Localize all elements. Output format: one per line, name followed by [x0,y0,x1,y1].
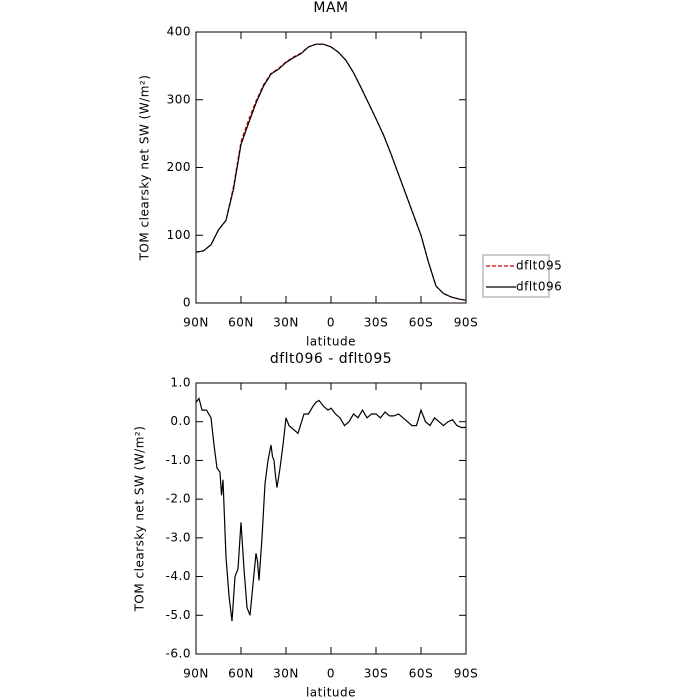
plot-frame [195,382,467,655]
y-tick-label: -4.0 [166,569,191,583]
legend-box [482,254,550,298]
x-tick-label: 90N [183,667,209,681]
x-tick-label: 30N [273,316,299,330]
y-tick-label: 200 [167,160,191,174]
y-tick-label: 300 [167,92,191,106]
chart-title: MAM [313,0,348,16]
y-tick-label: -2.0 [166,492,191,506]
plot-frame [195,31,467,304]
y-axis-label: TOM clearsky net SW (W/m²) [133,426,147,613]
x-tick-label: 60N [228,667,254,681]
x-tick-label: 0 [327,667,335,681]
y-tick-label: 0.0 [170,414,191,428]
y-tick-label: -6.0 [166,647,191,661]
x-axis-label: latitude [306,335,356,349]
data-line [195,43,467,301]
x-tick-label: 60S [409,667,433,681]
y-tick-label: -1.0 [166,453,191,467]
legend-label: dflt096 [516,280,562,294]
x-tick-label: 30S [364,316,388,330]
y-tick-label: -3.0 [166,530,191,544]
legend-label: dflt095 [516,259,562,273]
chart-title: dflt096 - dflt095 [270,351,392,367]
x-axis-label: latitude [306,686,356,700]
y-tick-label: 400 [167,25,191,39]
x-tick-label: 30N [273,667,299,681]
y-tick-label: 100 [167,228,191,242]
x-tick-label: 90N [183,316,209,330]
x-tick-label: 90S [454,667,478,681]
x-tick-label: 30S [364,667,388,681]
x-tick-label: 0 [327,316,335,330]
y-axis-label: TOM clearsky net SW (W/m²) [138,75,152,262]
y-tick-label: -5.0 [166,608,191,622]
data-line [195,397,466,622]
y-tick-label: 0 [183,296,191,310]
y-tick-label: 1.0 [170,376,191,390]
x-tick-label: 60S [409,316,433,330]
x-tick-label: 60N [228,316,254,330]
x-tick-label: 90S [454,316,478,330]
